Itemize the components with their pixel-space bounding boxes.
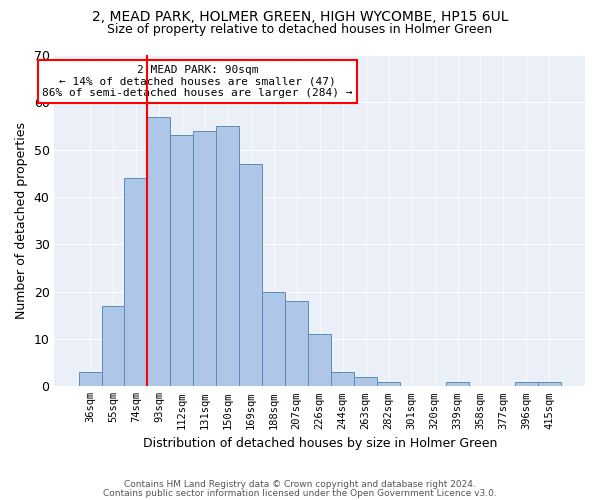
Bar [239,164,262,386]
Bar [538,382,561,386]
Text: 2 MEAD PARK: 90sqm
← 14% of detached houses are smaller (47)
86% of semi-detache: 2 MEAD PARK: 90sqm ← 14% of detached hou… [43,65,353,98]
X-axis label: Distribution of detached houses by size in Holmer Green: Distribution of detached houses by size … [143,437,497,450]
Text: Contains public sector information licensed under the Open Government Licence v3: Contains public sector information licen… [103,489,497,498]
Bar [308,334,331,386]
Text: Contains HM Land Registry data © Crown copyright and database right 2024.: Contains HM Land Registry data © Crown c… [124,480,476,489]
Text: 2, MEAD PARK, HOLMER GREEN, HIGH WYCOMBE, HP15 6UL: 2, MEAD PARK, HOLMER GREEN, HIGH WYCOMBE… [92,10,508,24]
Text: Size of property relative to detached houses in Holmer Green: Size of property relative to detached ho… [107,22,493,36]
Bar [79,372,101,386]
Bar [124,178,148,386]
Bar [262,292,285,386]
Bar [354,377,377,386]
Bar [148,116,170,386]
Bar [101,306,124,386]
Bar [515,382,538,386]
Bar [217,126,239,386]
Bar [193,130,217,386]
Bar [285,301,308,386]
Bar [446,382,469,386]
Y-axis label: Number of detached properties: Number of detached properties [15,122,28,319]
Bar [377,382,400,386]
Bar [331,372,354,386]
Bar [170,136,193,386]
